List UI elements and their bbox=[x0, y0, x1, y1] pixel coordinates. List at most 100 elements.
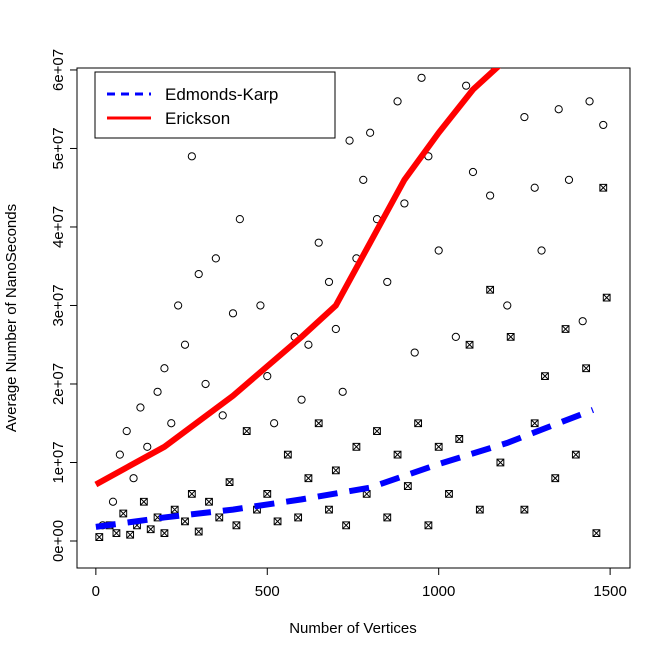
point bbox=[228, 309, 238, 318]
y-tick-label: 3e+07 bbox=[50, 284, 67, 326]
point bbox=[424, 521, 433, 530]
point bbox=[153, 387, 162, 396]
point bbox=[270, 419, 279, 428]
point bbox=[304, 340, 313, 349]
point bbox=[294, 513, 303, 522]
point bbox=[451, 332, 460, 341]
point bbox=[115, 450, 124, 459]
legend-label: Erickson bbox=[165, 109, 230, 128]
point bbox=[160, 529, 169, 538]
point bbox=[486, 285, 495, 294]
point bbox=[554, 105, 563, 114]
point bbox=[400, 199, 409, 208]
point bbox=[201, 379, 210, 389]
legend-box bbox=[94, 71, 336, 139]
point bbox=[112, 529, 121, 538]
point bbox=[373, 427, 381, 435]
point bbox=[468, 167, 478, 177]
point bbox=[324, 277, 334, 287]
point bbox=[160, 364, 169, 373]
line bbox=[94, 68, 501, 488]
point bbox=[304, 474, 313, 483]
x-tick-label: 500 bbox=[255, 583, 280, 600]
line bbox=[95, 407, 595, 530]
point bbox=[242, 427, 251, 435]
point bbox=[486, 191, 495, 200]
point bbox=[520, 112, 529, 122]
point bbox=[232, 521, 241, 530]
point bbox=[126, 530, 135, 539]
point bbox=[592, 529, 601, 538]
point bbox=[585, 97, 594, 106]
point bbox=[174, 301, 183, 310]
point bbox=[506, 332, 515, 341]
point bbox=[434, 442, 443, 451]
x-tick-label: 0 bbox=[92, 583, 100, 600]
point bbox=[215, 513, 224, 522]
y-tick-label: 0e+00 bbox=[50, 520, 67, 562]
plot-area bbox=[94, 68, 611, 541]
point bbox=[139, 497, 148, 506]
point bbox=[393, 450, 402, 459]
point bbox=[383, 277, 392, 287]
point bbox=[366, 128, 375, 137]
point bbox=[352, 442, 361, 451]
point bbox=[462, 81, 471, 90]
point bbox=[119, 509, 128, 518]
point bbox=[503, 301, 512, 310]
point bbox=[283, 450, 292, 459]
point bbox=[180, 340, 190, 349]
point bbox=[571, 450, 580, 459]
point bbox=[551, 474, 560, 483]
point bbox=[393, 97, 402, 106]
point bbox=[578, 317, 587, 326]
point bbox=[331, 324, 340, 334]
point bbox=[108, 497, 118, 506]
point bbox=[383, 513, 392, 522]
point bbox=[205, 497, 213, 506]
point bbox=[187, 152, 196, 161]
point bbox=[143, 442, 152, 451]
point bbox=[181, 517, 189, 526]
point bbox=[170, 505, 179, 514]
point bbox=[537, 246, 546, 255]
point bbox=[455, 435, 464, 443]
point bbox=[146, 525, 155, 534]
point bbox=[465, 340, 474, 349]
point bbox=[297, 395, 306, 404]
point bbox=[582, 364, 591, 373]
point bbox=[410, 348, 419, 357]
point bbox=[194, 527, 203, 536]
point bbox=[496, 458, 505, 467]
point bbox=[256, 301, 265, 310]
point bbox=[414, 419, 423, 428]
x-tick-label: 1000 bbox=[422, 583, 455, 600]
y-axis-label: Average Number of NanoSeconds bbox=[3, 204, 20, 432]
y-tick-label: 5e+07 bbox=[50, 127, 67, 169]
point bbox=[273, 517, 282, 526]
y-tick-label: 2e+07 bbox=[50, 363, 67, 405]
point bbox=[475, 505, 484, 514]
point bbox=[445, 489, 453, 498]
point bbox=[520, 505, 529, 514]
point bbox=[194, 269, 203, 279]
point bbox=[95, 533, 104, 541]
point bbox=[122, 426, 131, 436]
point bbox=[211, 254, 220, 263]
point bbox=[599, 120, 608, 130]
point bbox=[359, 175, 368, 184]
y-tick-label: 4e+07 bbox=[50, 206, 67, 248]
point bbox=[314, 419, 323, 428]
x-tick-label: 1500 bbox=[593, 583, 626, 600]
point bbox=[599, 183, 608, 192]
legend-label: Edmonds-Karp bbox=[165, 85, 278, 104]
point bbox=[345, 136, 354, 145]
point bbox=[225, 478, 234, 487]
point bbox=[187, 489, 196, 498]
point bbox=[136, 403, 145, 412]
point bbox=[434, 246, 443, 255]
x-axis-label: Number of Vertices bbox=[289, 620, 417, 637]
point bbox=[530, 183, 539, 192]
point bbox=[342, 521, 351, 530]
